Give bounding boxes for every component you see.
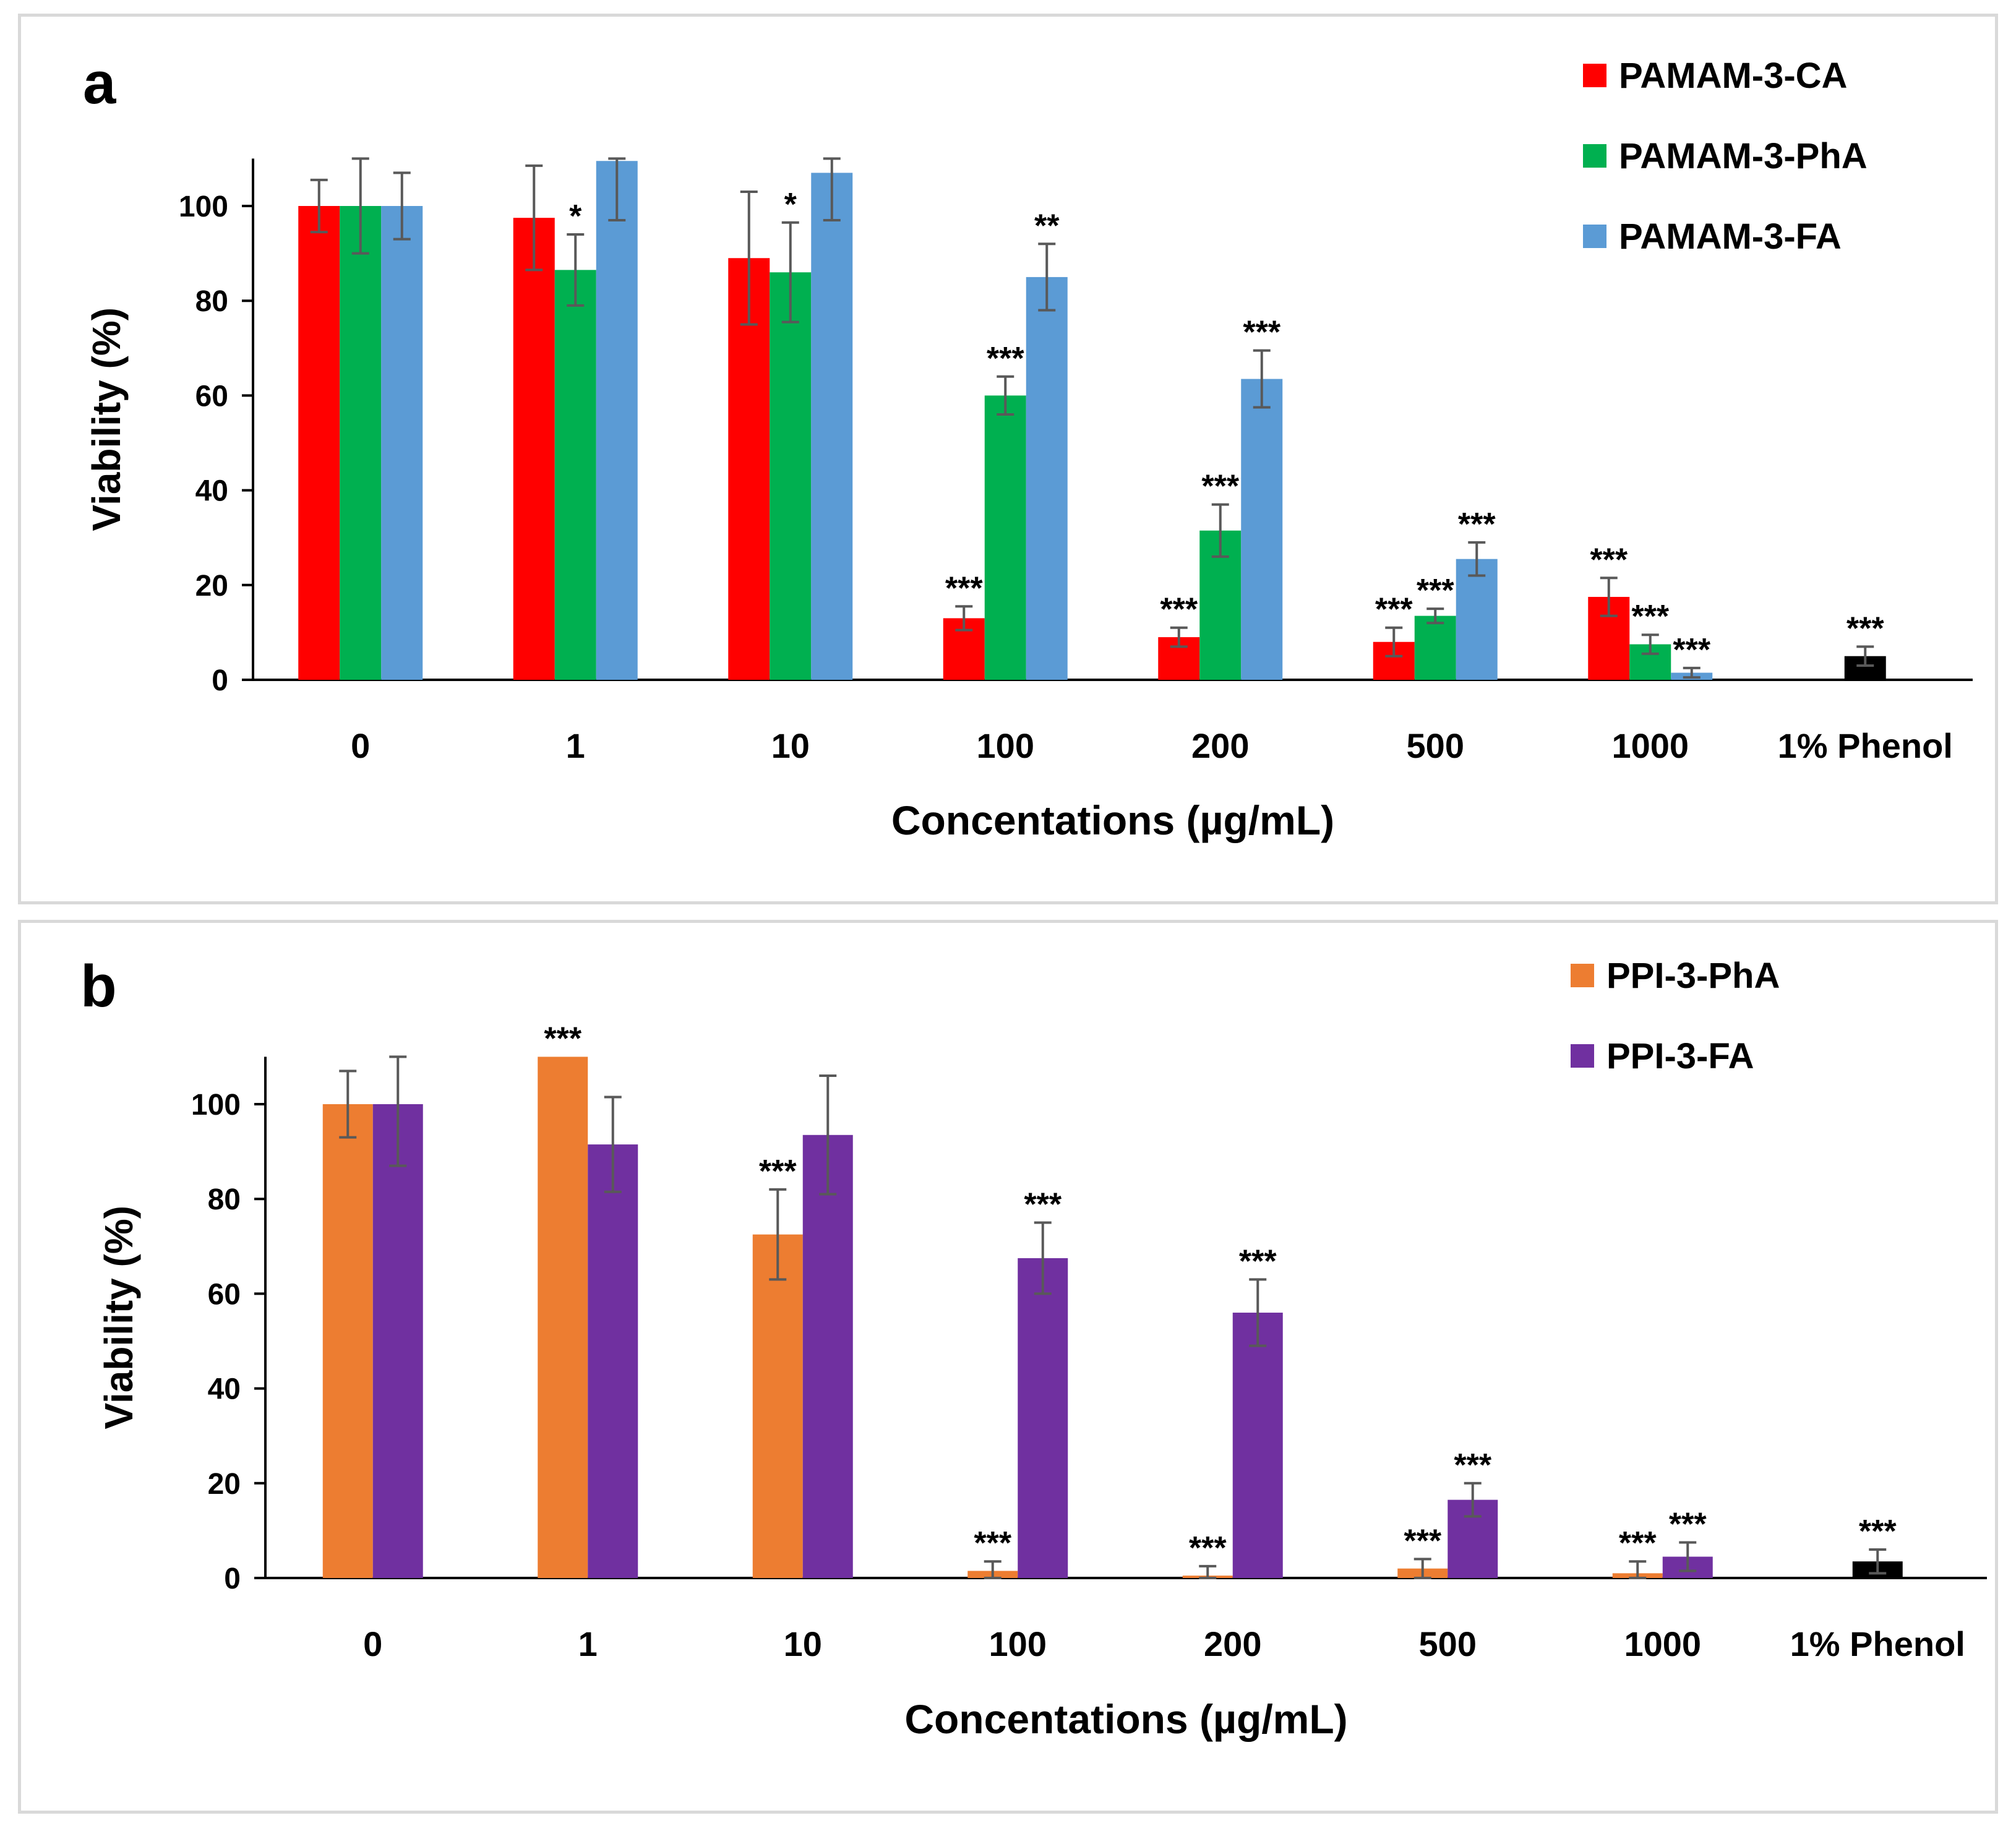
significance-mark: *** xyxy=(1189,1530,1227,1566)
legend-label: PAMAM-3-CA xyxy=(1619,56,1847,96)
bar xyxy=(984,395,1026,680)
y-tick-label: 60 xyxy=(208,1278,241,1311)
y-tick-label: 0 xyxy=(212,664,228,697)
panel-label: a xyxy=(83,50,116,116)
bar xyxy=(1456,559,1498,680)
bar xyxy=(513,218,555,680)
bar xyxy=(340,206,382,680)
legend-label: PPI-3-PhA xyxy=(1606,956,1780,996)
y-tick-label: 100 xyxy=(179,191,228,223)
significance-mark: *** xyxy=(1673,632,1710,668)
significance-mark: *** xyxy=(1243,315,1280,351)
bar xyxy=(554,270,596,680)
x-tick-label: 1% Phenol xyxy=(1790,1624,1965,1663)
significance-mark: *** xyxy=(1631,599,1669,635)
x-tick-label: 0 xyxy=(351,726,370,765)
y-tick-label: 80 xyxy=(195,285,228,318)
x-tick-label: 100 xyxy=(989,1624,1047,1663)
significance-mark: *** xyxy=(1201,469,1239,505)
bar xyxy=(811,173,853,680)
panel-label: b xyxy=(80,953,117,1019)
bar xyxy=(770,272,812,680)
y-tick-label: 40 xyxy=(208,1373,241,1406)
bar xyxy=(298,206,340,680)
significance-mark: *** xyxy=(1619,1525,1657,1561)
bar xyxy=(596,161,638,680)
legend-swatch xyxy=(1571,964,1594,987)
bar xyxy=(728,258,770,680)
chart-panel-b: b 0 20 40 60 80 100 0 1 10 100 200 500 1000 1% Phenol V… xyxy=(18,920,1998,1814)
x-tick-label: 10 xyxy=(784,1624,822,1663)
x-tick-label: 1% Phenol xyxy=(1778,726,1953,765)
significance-mark: *** xyxy=(1590,542,1628,578)
legend-swatch xyxy=(1583,64,1606,87)
x-tick-label: 1000 xyxy=(1611,726,1689,765)
significance-mark: *** xyxy=(1458,507,1496,542)
significance-mark: *** xyxy=(1160,592,1198,628)
bar xyxy=(1026,277,1068,680)
significance-mark: *** xyxy=(1404,1523,1441,1559)
bar xyxy=(1241,379,1283,680)
bar xyxy=(381,206,423,680)
x-tick-label: 1 xyxy=(566,726,585,765)
bar xyxy=(1018,1258,1068,1578)
significance-mark: *** xyxy=(1417,573,1454,609)
significance-mark: *** xyxy=(1024,1187,1062,1223)
x-tick-label: 200 xyxy=(1191,726,1249,765)
bar xyxy=(322,1104,373,1578)
significance-mark: *** xyxy=(759,1154,797,1190)
bar xyxy=(802,1134,853,1578)
x-tick-label: 1 xyxy=(578,1624,598,1663)
significance-mark: *** xyxy=(1454,1447,1491,1483)
x-tick-label: 0 xyxy=(363,1624,382,1663)
y-axis-title: Viability (%) xyxy=(97,1206,141,1430)
bar xyxy=(752,1234,803,1578)
legend-label: PAMAM-3-PhA xyxy=(1619,136,1868,176)
significance-mark: *** xyxy=(1847,611,1884,646)
significance-mark: *** xyxy=(987,341,1024,377)
y-tick-label: 100 xyxy=(191,1089,241,1121)
x-tick-label: 1000 xyxy=(1624,1624,1701,1663)
significance-mark: *** xyxy=(974,1525,1011,1561)
legend-swatch xyxy=(1583,144,1606,168)
bar xyxy=(588,1144,638,1578)
significance-mark: * xyxy=(784,187,797,223)
y-tick-label: 20 xyxy=(208,1468,241,1501)
legend-label: PPI-3-FA xyxy=(1606,1036,1754,1076)
significance-mark: *** xyxy=(544,1021,581,1057)
legend-swatch xyxy=(1583,225,1606,248)
x-tick-label: 500 xyxy=(1407,726,1464,765)
significance-mark: *** xyxy=(1669,1507,1707,1543)
y-tick-label: 40 xyxy=(195,475,228,508)
significance-mark: *** xyxy=(945,570,983,606)
significance-mark: *** xyxy=(1859,1514,1897,1550)
x-tick-label: 100 xyxy=(977,726,1034,765)
x-tick-label: 500 xyxy=(1419,1624,1477,1663)
y-tick-label: 20 xyxy=(195,570,228,602)
bar xyxy=(372,1104,423,1578)
y-tick-label: 60 xyxy=(195,380,228,413)
bar xyxy=(538,1057,588,1578)
significance-mark: ** xyxy=(1034,208,1060,244)
significance-mark: * xyxy=(569,199,582,234)
y-axis-title: Viability (%) xyxy=(84,307,129,531)
chart-panel-a: a 0 20 40 60 80 100 0 1 10 100 200 500 1000 1% Phenol V… xyxy=(18,14,1998,904)
y-tick-label: 0 xyxy=(224,1563,241,1595)
legend-swatch xyxy=(1571,1044,1594,1068)
x-tick-label: 200 xyxy=(1204,1624,1261,1663)
bar xyxy=(1414,615,1456,680)
x-tick-label: 10 xyxy=(771,726,810,765)
significance-mark: *** xyxy=(1239,1243,1277,1279)
y-tick-label: 80 xyxy=(208,1183,241,1216)
x-axis-title: Concentations (µg/mL) xyxy=(891,797,1334,843)
legend-label: PAMAM-3-FA xyxy=(1619,217,1842,257)
bar xyxy=(1232,1313,1283,1578)
significance-mark: *** xyxy=(1375,592,1413,628)
x-axis-title: Concentations (µg/mL) xyxy=(904,1696,1347,1742)
